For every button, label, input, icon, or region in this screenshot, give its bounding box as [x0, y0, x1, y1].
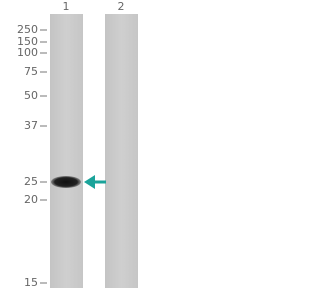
marker-label: 20 — [24, 193, 38, 206]
marker-label: 25 — [24, 175, 38, 188]
marker-label: 150 — [17, 35, 38, 48]
lane-1 — [50, 14, 83, 288]
marker-label: 75 — [24, 65, 38, 78]
protein-band — [51, 176, 81, 188]
marker-label: 100 — [17, 46, 38, 59]
marker-label: 50 — [24, 89, 38, 102]
marker-label: 15 — [24, 276, 38, 289]
lane-label: 1 — [63, 0, 70, 13]
arrow — [84, 175, 106, 189]
lane-label: 2 — [118, 0, 125, 13]
lane-2 — [105, 14, 138, 288]
marker-label: 250 — [17, 23, 38, 36]
marker-label: 37 — [24, 119, 38, 132]
